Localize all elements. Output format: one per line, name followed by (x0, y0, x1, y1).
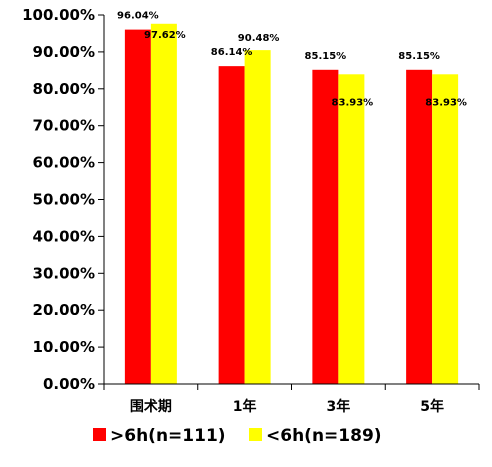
data-label-gt6h: 85.15% (305, 51, 347, 62)
y-tick-label: 0.00% (43, 375, 95, 393)
bar-gt6h (218, 66, 245, 384)
y-tick-label: 60.00% (33, 154, 95, 172)
x-tick-label: 5年 (420, 398, 444, 415)
y-tick-label: 70.00% (33, 117, 95, 135)
data-label-gt6h: 96.04% (117, 11, 159, 22)
data-label-lt6h: 83.93% (332, 97, 374, 108)
data-label-gt6h: 85.15% (398, 51, 440, 62)
data-label-lt6h: 90.48% (238, 33, 280, 44)
data-label-lt6h: 97.62% (144, 30, 186, 41)
bar-lt6h (432, 74, 459, 384)
y-tick-label: 80.00% (33, 80, 95, 98)
legend: >6h(n=111) <6h(n=189) (93, 426, 382, 446)
bar-gt6h (406, 69, 433, 384)
y-tick-label: 90.00% (33, 43, 95, 61)
x-tick-label: 1年 (233, 398, 257, 415)
data-label-lt6h: 83.93% (425, 97, 467, 108)
legend-swatch-gt6h (93, 428, 106, 441)
bar-lt6h (244, 50, 271, 385)
y-tick-label: 30.00% (33, 264, 95, 282)
bar-gt6h (124, 29, 151, 385)
axes (103, 15, 480, 390)
y-tick-label: 40.00% (33, 227, 95, 245)
y-tick-label: 10.00% (33, 338, 95, 356)
legend-label-lt6h: <6h(n=189) (266, 426, 382, 446)
bar-lt6h (338, 74, 365, 384)
data-labels: 96.04% 97.62% 86.14% 90.48% 85.15% 83.93% 85.1… (117, 11, 467, 109)
bar-gt6h (312, 69, 339, 384)
x-tick-label: 围术期 (130, 398, 172, 415)
bars (124, 23, 459, 385)
y-tick-label: 20.00% (33, 301, 95, 319)
data-label-gt6h: 86.14% (211, 47, 253, 58)
legend-swatch-lt6h (249, 428, 262, 441)
x-axis-labels: 围术期 1年 3年 5年 (130, 398, 444, 415)
y-tick-label: 100.00% (22, 6, 95, 24)
y-axis-ticks: 0.00% 10.00% 20.00% 30.00% 40.00% 50.00% 60.00… (22, 6, 104, 393)
x-tick-label: 3年 (327, 398, 351, 415)
legend-label-gt6h: >6h(n=111) (110, 426, 226, 446)
bar-lt6h (150, 23, 177, 385)
y-tick-label: 50.00% (33, 191, 95, 209)
